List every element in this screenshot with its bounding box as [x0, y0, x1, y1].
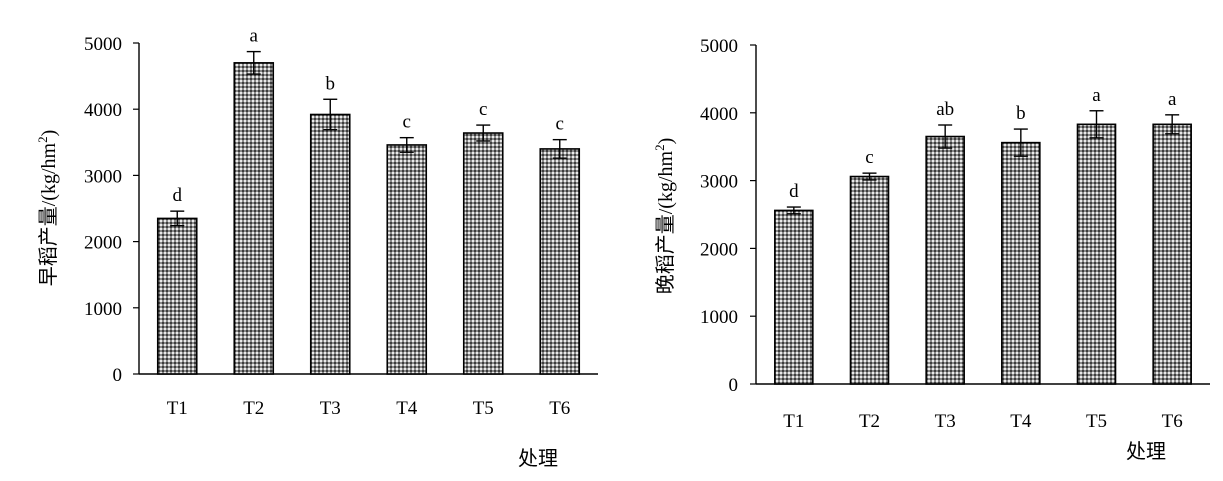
bar-T4 — [386, 144, 428, 375]
bar-T3 — [309, 113, 351, 375]
significance-letter: c — [556, 114, 564, 135]
x-tick-label: T2 — [859, 411, 880, 432]
x-tick-label: T4 — [1010, 411, 1032, 432]
bar-T6 — [1152, 123, 1192, 385]
y-tick-label: 1000 — [84, 299, 122, 320]
x-tick-label: T6 — [549, 398, 570, 419]
significance-letter: c — [479, 99, 487, 120]
y-tick-label: 2000 — [700, 239, 738, 260]
significance-letter: b — [326, 73, 336, 94]
y-tick-label: 2000 — [84, 233, 122, 254]
x-tick-label: T5 — [1086, 411, 1107, 432]
x-tick-label: T1 — [167, 398, 188, 419]
significance-letter: ab — [936, 99, 954, 120]
significance-letter: d — [789, 181, 799, 202]
bar-T1 — [156, 217, 198, 375]
x-tick-label: T6 — [1162, 411, 1183, 432]
x-tick-label: T1 — [783, 411, 804, 432]
y-tick-label: 1000 — [700, 307, 738, 328]
x-tick-label: T3 — [935, 411, 956, 432]
x-tick-label: T5 — [473, 398, 494, 419]
significance-letter: a — [250, 26, 259, 47]
early-rice-yield-chart: 0 1000 2000 3000 4000 5000 d T1 a T2 b T3 c T4 c T5 c T6 处… — [35, 26, 598, 470]
significance-letter: c — [865, 147, 873, 168]
y-tick-label: 0 — [113, 365, 123, 386]
y-axis-title: 晚稻产量/(kg/hm2) — [652, 138, 677, 295]
x-axis-title: 处理 — [518, 447, 558, 470]
y-tick-label: 5000 — [700, 36, 738, 57]
y-tick-label: 4000 — [700, 104, 738, 125]
significance-letter: a — [1092, 85, 1101, 106]
y-tick-label: 0 — [729, 375, 739, 396]
bar-T2 — [233, 62, 275, 375]
bar-T1 — [774, 209, 814, 385]
x-tick-label: T2 — [243, 398, 264, 419]
bar-T6 — [539, 148, 581, 375]
y-tick-label: 3000 — [700, 172, 738, 193]
significance-letter: b — [1016, 103, 1026, 124]
significance-letter: c — [403, 112, 411, 133]
bar-T4 — [1001, 141, 1041, 385]
y-tick-label: 4000 — [84, 100, 122, 121]
x-tick-label: T4 — [396, 398, 418, 419]
bar-T3 — [925, 135, 965, 385]
bar-T5 — [462, 132, 504, 375]
y-axis-title: 早稻产量/(kg/hm2) — [35, 130, 60, 287]
x-tick-label: T3 — [320, 398, 341, 419]
significance-letter: d — [173, 185, 183, 206]
bar-T2 — [849, 175, 890, 385]
y-tick-label: 3000 — [84, 166, 122, 187]
bar-T5 — [1076, 123, 1117, 385]
y-tick-label: 5000 — [84, 34, 122, 55]
x-axis-title: 处理 — [1126, 440, 1166, 463]
late-rice-yield-chart: 0 1000 2000 3000 4000 5000 d T1 c T2 ab T3 b T4 a T5 a T6… — [652, 36, 1210, 463]
significance-letter: a — [1168, 89, 1177, 110]
